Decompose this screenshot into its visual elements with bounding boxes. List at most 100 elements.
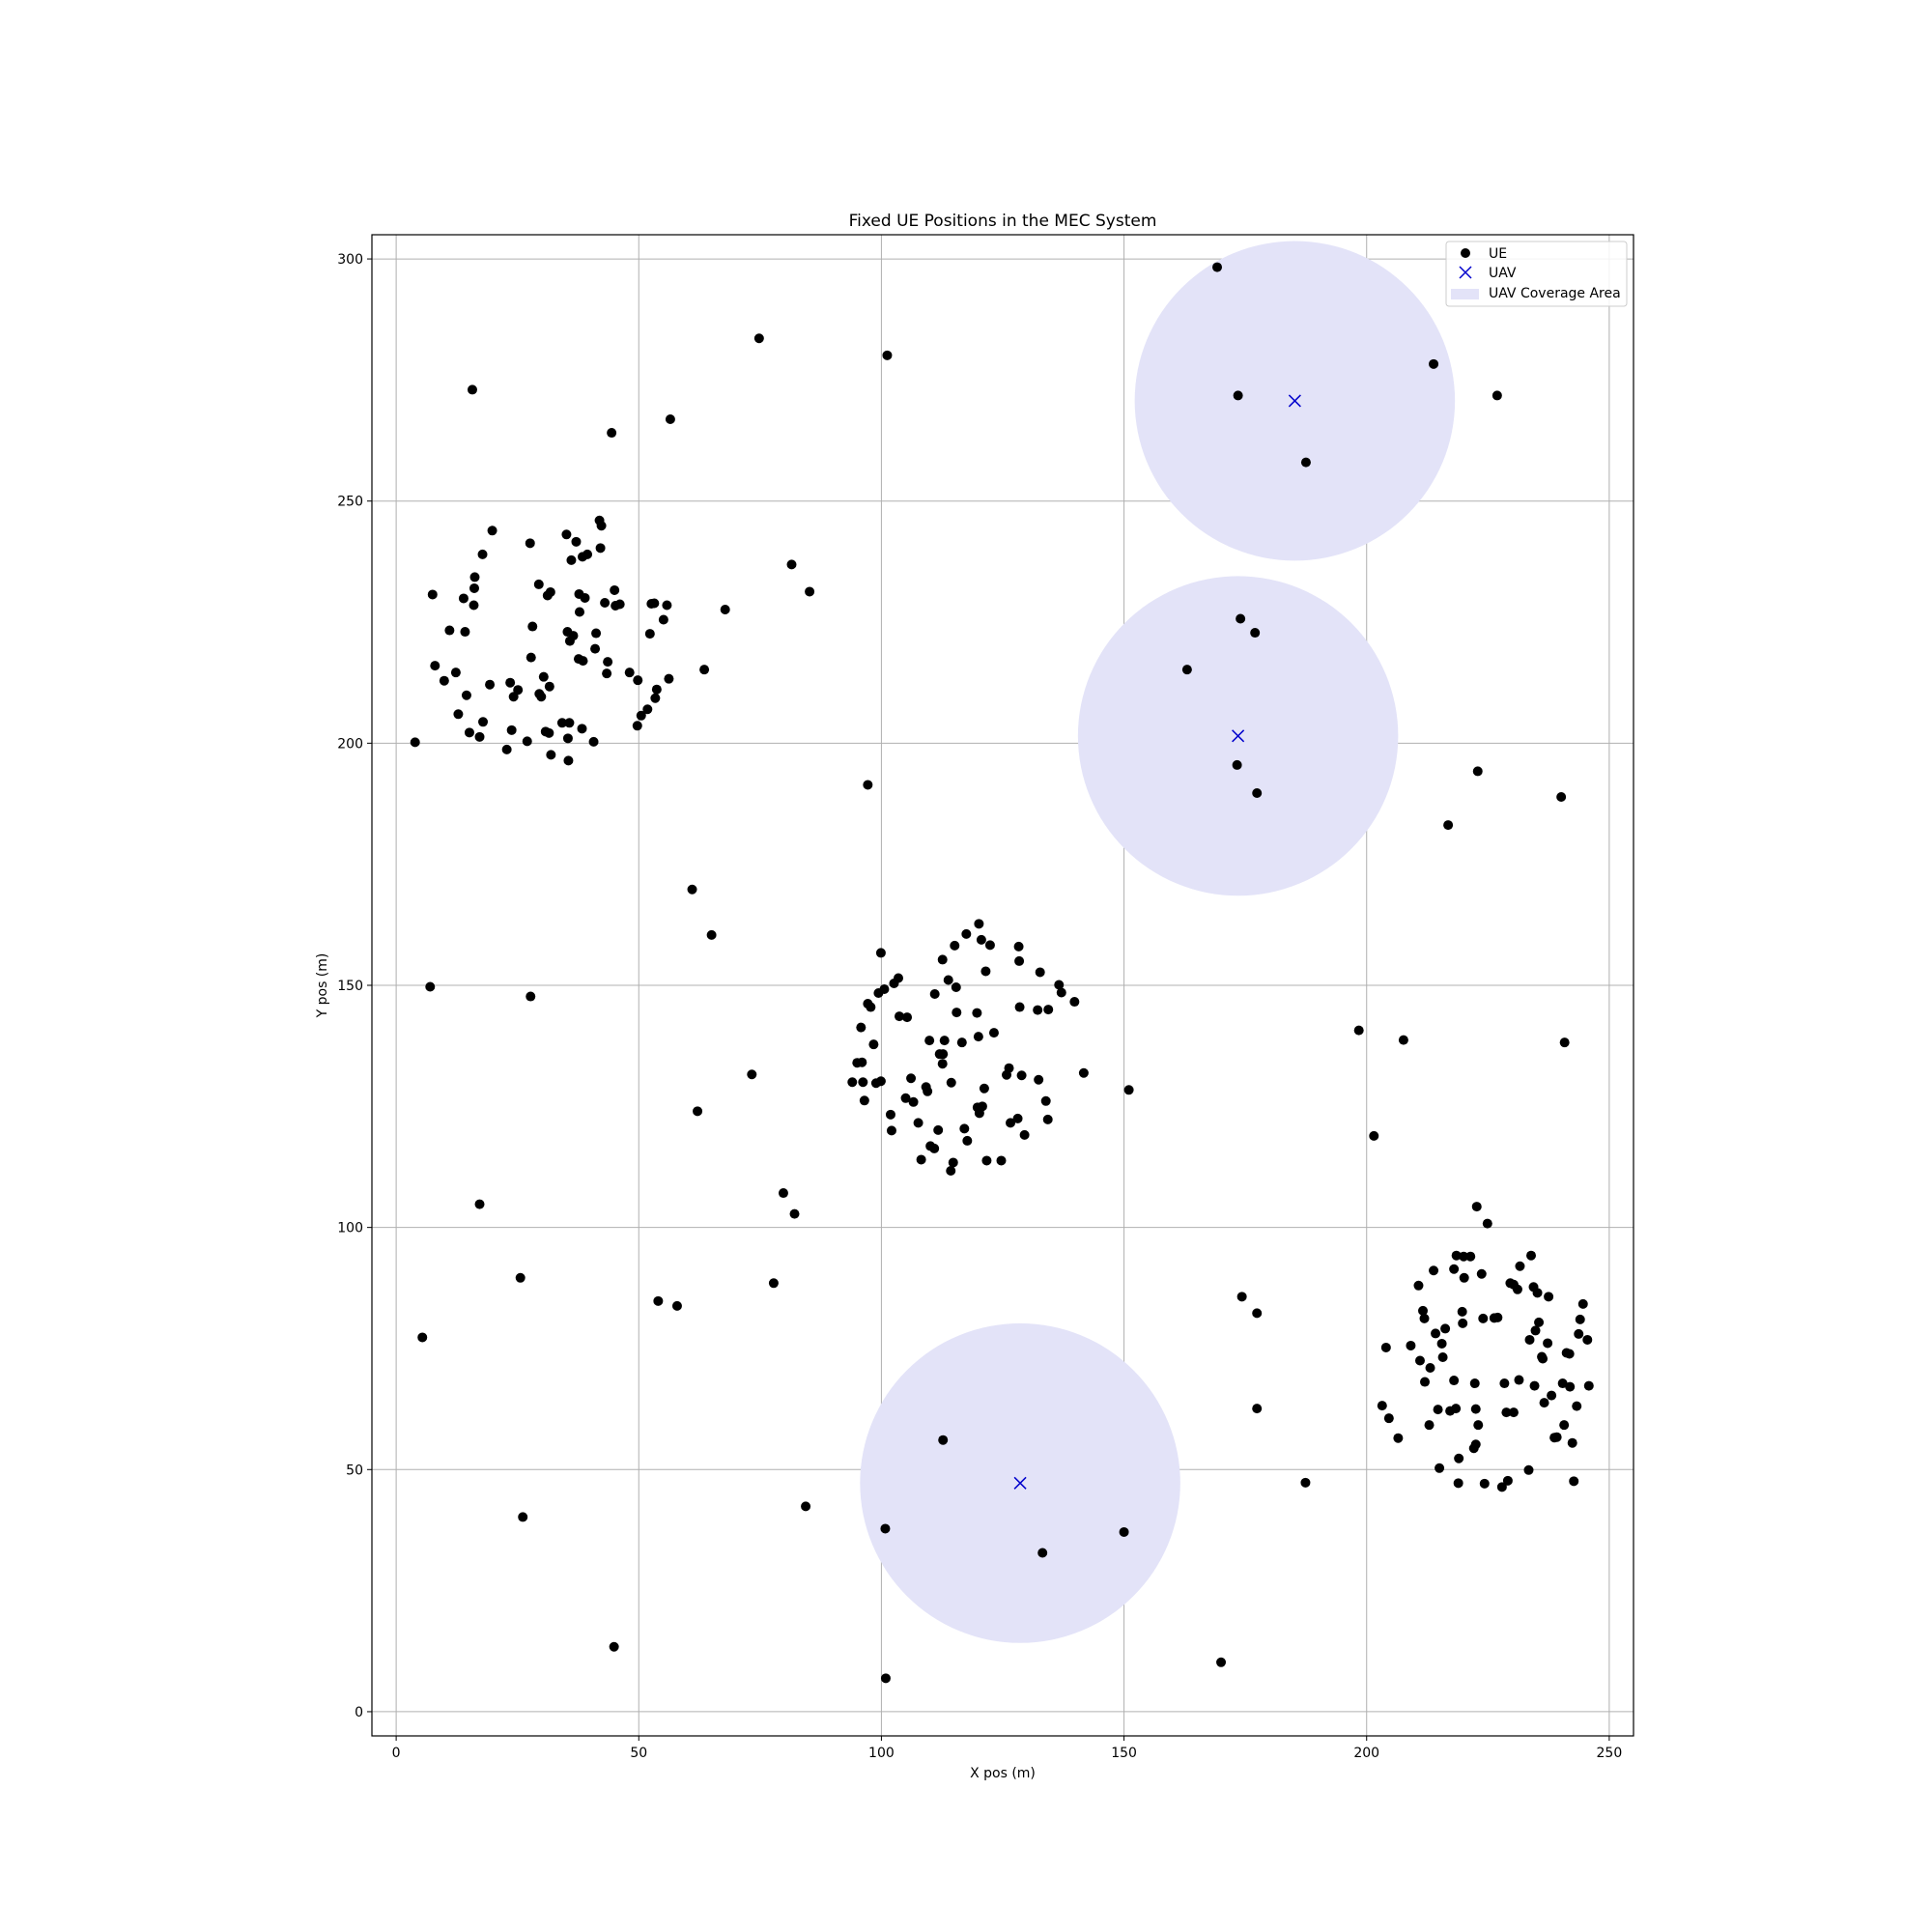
ue-point	[1300, 1477, 1311, 1488]
ue-point	[1054, 980, 1065, 990]
ue-point	[858, 1077, 868, 1088]
ue-point	[894, 973, 904, 983]
ue-point	[913, 1118, 923, 1128]
ue-point	[847, 1077, 858, 1088]
ue-point	[571, 536, 582, 547]
legend-ue-label: UE	[1489, 246, 1507, 262]
ue-point	[1508, 1407, 1519, 1418]
ue-point	[1512, 1284, 1522, 1294]
y-tick-label: 150	[337, 979, 363, 994]
ue-point	[1034, 1074, 1044, 1085]
ue-point	[747, 1069, 757, 1080]
ue-point	[974, 919, 984, 929]
ue-point	[564, 718, 575, 728]
ue-point	[474, 731, 485, 742]
ue-point	[653, 1295, 664, 1306]
ue-point	[1252, 1308, 1263, 1319]
ue-point	[590, 643, 601, 654]
ue-point	[789, 1208, 800, 1219]
ue-point	[1440, 1323, 1451, 1334]
x-axis-label: X pos (m)	[970, 1766, 1036, 1781]
ue-point	[1004, 1063, 1014, 1073]
ue-point	[1420, 1377, 1431, 1387]
ue-point	[946, 1077, 956, 1088]
ue-point	[649, 598, 660, 609]
ue-point	[1380, 1342, 1391, 1352]
ue-point	[460, 627, 470, 638]
ue-point	[943, 975, 953, 985]
ue-point	[469, 572, 480, 582]
ue-point	[1559, 1420, 1570, 1431]
ue-point	[1035, 967, 1045, 978]
ue-point	[937, 1059, 948, 1069]
ue-point	[1469, 1378, 1480, 1389]
y-tick-label: 100	[337, 1221, 363, 1236]
x-tick-label: 50	[630, 1746, 647, 1761]
ue-point	[1514, 1375, 1524, 1385]
uav-markers	[1013, 394, 1301, 1490]
ue-point	[487, 526, 497, 536]
ue-point	[929, 1143, 940, 1153]
ue-point	[1470, 1439, 1481, 1450]
ue-point	[665, 413, 675, 424]
ue-point	[1538, 1353, 1548, 1364]
legend: UE UAV UAV Coverage Area	[1445, 241, 1628, 307]
ue-point	[981, 1155, 992, 1166]
ue-point	[895, 1011, 905, 1022]
ue-point	[916, 1154, 926, 1165]
chart-title: Fixed UE Positions in the MEC System	[849, 212, 1157, 231]
ue-point	[671, 1300, 682, 1311]
ue-point	[882, 350, 893, 360]
ue-point	[693, 1106, 703, 1117]
ue-point	[1119, 1526, 1129, 1537]
ue-point	[1502, 1475, 1513, 1486]
ue-point	[527, 621, 538, 632]
y-tick-label: 300	[337, 252, 363, 268]
ue-point	[1236, 613, 1246, 624]
ue-point	[603, 657, 613, 668]
ue-point	[1252, 787, 1263, 798]
ue-point	[526, 652, 536, 663]
uav-marker-stroke	[1013, 1476, 1027, 1490]
legend-ue-marker	[1461, 248, 1470, 258]
ue-point	[1252, 1404, 1263, 1414]
ue-point	[1406, 1340, 1416, 1350]
x-tick-label: 200	[1353, 1746, 1379, 1761]
ue-point	[1459, 1251, 1469, 1262]
ue-point	[458, 593, 469, 604]
ue-point	[1556, 791, 1567, 802]
ue-point	[699, 665, 710, 675]
ue-point	[464, 727, 474, 738]
ue-point	[1559, 1037, 1570, 1048]
ue-point	[979, 1083, 989, 1094]
ue-point	[1040, 1095, 1051, 1106]
ue-point	[1575, 1314, 1585, 1324]
ue-point	[879, 984, 890, 995]
ue-point	[1569, 1476, 1579, 1487]
ue-point	[1425, 1363, 1435, 1374]
ue-point	[753, 333, 764, 344]
legend-uav-x	[1459, 266, 1472, 279]
ue-point	[1236, 1292, 1247, 1302]
ue-point	[427, 589, 438, 600]
ue-point	[578, 656, 588, 667]
ue-point	[1449, 1264, 1460, 1274]
x-tick-label: 100	[868, 1746, 895, 1761]
ue-point	[582, 549, 593, 559]
ue-point	[513, 685, 524, 696]
ue-point	[1424, 1420, 1435, 1431]
ue-point	[1069, 997, 1080, 1008]
ue-point	[430, 661, 440, 671]
ue-point	[461, 690, 471, 700]
ue-point	[980, 966, 991, 977]
ue-point	[886, 1125, 896, 1136]
ue-point	[1476, 1268, 1487, 1279]
ue-point	[1436, 1338, 1447, 1349]
ue-point	[1078, 1067, 1089, 1078]
ue-point	[536, 692, 547, 702]
ue-point	[1419, 1313, 1430, 1323]
ue-point	[1056, 987, 1066, 998]
ue-point	[866, 1002, 876, 1012]
ue-point	[591, 628, 602, 639]
ue-point	[1501, 1407, 1512, 1418]
